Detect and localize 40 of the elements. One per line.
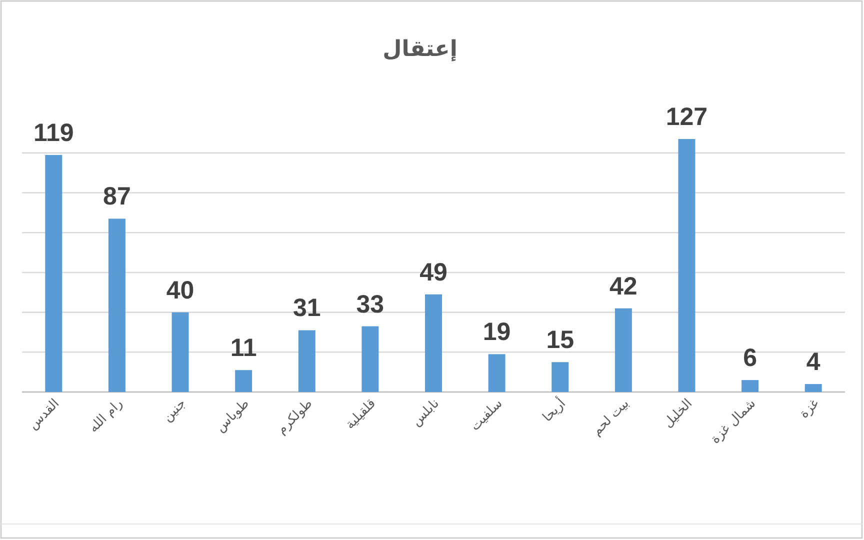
bar: [552, 362, 569, 392]
x-tick-label: الخليل: [660, 396, 696, 431]
data-label: 127: [666, 103, 708, 131]
x-tick-label: قلقيلية: [342, 396, 380, 432]
x-tick-label: رام الله: [86, 396, 126, 436]
bar: [298, 330, 316, 392]
data-label: 119: [33, 118, 74, 147]
data-label: 49: [420, 258, 448, 286]
data-label: 11: [230, 334, 257, 362]
bar: [172, 312, 189, 392]
bar: [235, 370, 252, 392]
data-label: 4: [806, 348, 820, 376]
bar: [45, 154, 62, 392]
x-tick-label: القدس: [26, 396, 62, 433]
bar: [425, 294, 442, 392]
x-tick-label: جنين: [160, 396, 190, 426]
bar: [804, 384, 822, 392]
bar: [108, 218, 126, 392]
data-label: 40: [166, 276, 194, 304]
bar: [742, 380, 759, 392]
x-tick-label: بيت لحم: [590, 396, 632, 439]
chart-title: إعتقال: [382, 37, 458, 62]
data-label: 42: [610, 272, 638, 300]
x-tick-label: أريحا: [538, 394, 569, 426]
bar: [678, 139, 696, 392]
x-tick-label: نابلس: [409, 396, 442, 430]
data-label: 6: [743, 344, 757, 372]
bar: [362, 326, 379, 392]
data-label: 19: [482, 318, 511, 346]
data-label: 15: [546, 326, 574, 354]
bar: [614, 308, 632, 392]
x-tick-label: طولكرم: [274, 396, 316, 438]
bar: [488, 354, 506, 392]
x-tick-label: طوباس: [213, 396, 252, 436]
x-tick-label: سلفيت: [468, 396, 506, 434]
data-label: 31: [292, 294, 321, 322]
x-tick-label: غزة: [796, 396, 822, 422]
x-tick-label: شمال غزة: [708, 396, 759, 447]
data-label: 87: [103, 182, 131, 211]
data-label: 33: [356, 290, 384, 318]
